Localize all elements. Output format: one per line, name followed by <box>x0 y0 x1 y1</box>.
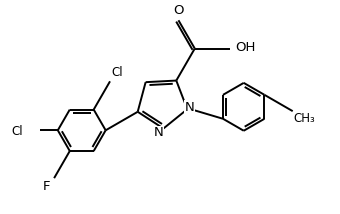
Text: CH₃: CH₃ <box>293 113 315 125</box>
Text: Cl: Cl <box>11 125 23 138</box>
Text: Cl: Cl <box>111 66 122 79</box>
Text: N: N <box>153 126 163 139</box>
Text: F: F <box>43 180 51 193</box>
Text: OH: OH <box>235 41 255 54</box>
Text: O: O <box>173 4 184 17</box>
Text: N: N <box>185 101 194 114</box>
